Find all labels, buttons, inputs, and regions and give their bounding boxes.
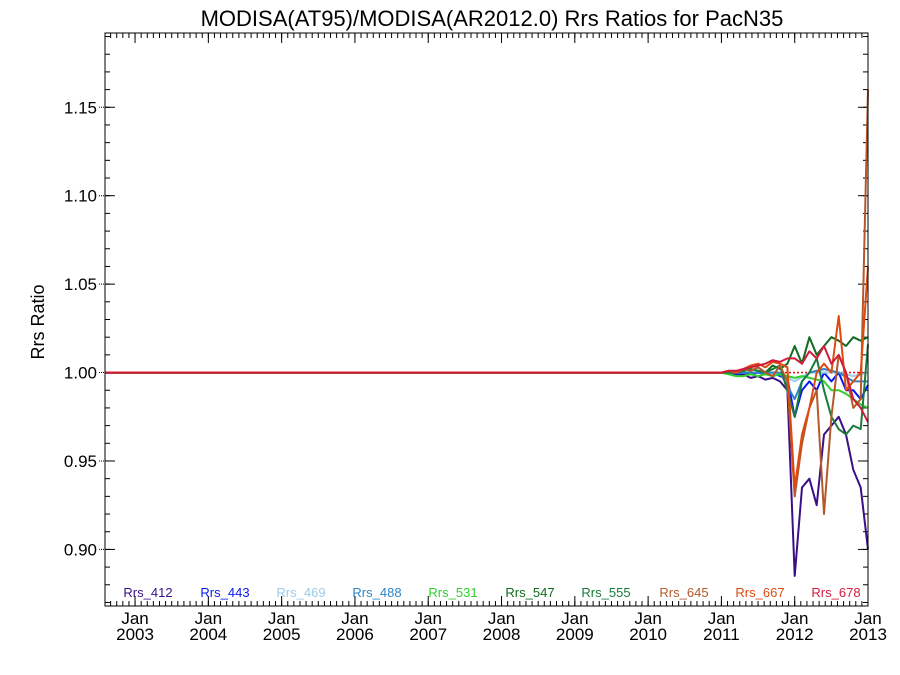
x-tick-label: Jan	[781, 609, 808, 628]
x-tick-label: 2009	[556, 625, 594, 644]
x-tick-label: 2012	[776, 625, 814, 644]
x-tick-label: 2007	[409, 625, 447, 644]
y-tick-label: 1.15	[64, 98, 97, 117]
x-tick-label: Jan	[488, 609, 515, 628]
legend-item: Rrs_555	[581, 585, 630, 600]
y-tick-label: 1.00	[64, 364, 97, 383]
x-tick-label: Jan	[341, 609, 368, 628]
chart-title: MODISA(AT95)/MODISA(AR2012.0) Rrs Ratios…	[201, 6, 784, 31]
legend-item: Rrs_667	[735, 585, 784, 600]
x-tick-label: Jan	[634, 609, 661, 628]
legend: Rrs_412 Rrs_443 Rrs_469 Rrs_488 Rrs_531 Rrs_5…	[123, 585, 860, 600]
axis-ticks: 0.900.951.001.051.101.15Jan2003Jan2004Ja…	[64, 33, 887, 644]
series-line-rrs-667	[105, 266, 869, 489]
legend-item: Rrs_547	[505, 585, 554, 600]
x-tick-label: Jan	[195, 609, 222, 628]
series-line-rrs-412	[105, 371, 869, 577]
legend-item: Rrs_531	[428, 585, 477, 600]
x-tick-label: Jan	[708, 609, 735, 628]
x-tick-label: Jan	[268, 609, 295, 628]
legend-item: Rrs_412	[123, 585, 172, 600]
x-tick-label: 2003	[116, 625, 154, 644]
x-tick-label: Jan	[854, 609, 881, 628]
x-tick-label: 2013	[849, 625, 887, 644]
series-line-rrs-555	[105, 344, 869, 436]
legend-item: Rrs_678	[811, 585, 860, 600]
series-lines	[105, 89, 869, 577]
legend-item: Rrs_488	[352, 585, 401, 600]
series-line-rrs-645	[105, 89, 869, 515]
legend-item: Rrs_469	[276, 585, 325, 600]
y-tick-label: 0.95	[64, 452, 97, 471]
x-tick-label: Jan	[121, 609, 148, 628]
series-line-rrs-678	[105, 345, 869, 423]
x-tick-label: 2010	[629, 625, 667, 644]
series-line-rrs-443	[105, 371, 869, 418]
x-tick-label: 2008	[483, 625, 521, 644]
y-axis-label: Rrs Ratio	[28, 284, 48, 359]
x-tick-label: Jan	[561, 609, 588, 628]
y-tick-label: 0.90	[64, 540, 97, 559]
x-tick-label: 2011	[703, 625, 740, 644]
x-tick-label: 2006	[336, 625, 374, 644]
y-tick-label: 1.10	[64, 187, 97, 206]
legend-item: Rrs_443	[200, 585, 249, 600]
y-tick-label: 1.05	[64, 275, 97, 294]
plot-frame	[104, 32, 869, 607]
x-tick-label: Jan	[415, 609, 442, 628]
x-tick-label: 2005	[263, 625, 301, 644]
legend-item: Rrs_645	[659, 585, 708, 600]
x-tick-label: 2004	[189, 625, 227, 644]
